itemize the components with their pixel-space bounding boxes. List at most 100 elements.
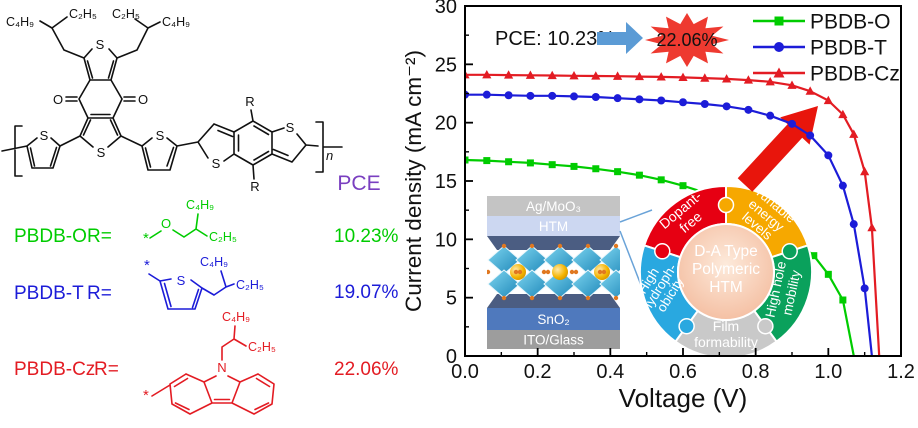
- polymer-name: PBDB-O: [14, 226, 87, 247]
- oxygen-label: O: [161, 216, 171, 231]
- pce-value: 19.07%: [334, 282, 399, 303]
- y-tick-label: 30: [435, 0, 457, 18]
- sulfur-label: S: [212, 156, 221, 171]
- ag-moo3-layer: [487, 196, 620, 216]
- htm-label: HTM: [539, 219, 568, 234]
- data-marker: [657, 96, 666, 105]
- data-marker: [526, 91, 535, 100]
- r-equals: R=: [87, 283, 112, 304]
- puzzle-tab: [717, 196, 735, 214]
- data-marker: [482, 70, 492, 79]
- data-marker: [570, 92, 578, 101]
- data-marker: [591, 93, 600, 101]
- data-marker: [548, 161, 556, 169]
- oxygen-label: O: [138, 92, 148, 107]
- legend-marker-PBDB-T: [774, 42, 784, 52]
- starburst-icon: [645, 13, 729, 67]
- halide-dot: [541, 269, 547, 275]
- alkyl-label: C₄H₉: [6, 15, 34, 29]
- halide-dot: [529, 295, 535, 301]
- data-marker: [505, 158, 513, 166]
- y-axis-label: Current density (mA cm⁻²): [401, 50, 426, 312]
- pbdb-cz-r-group-bonds: [151, 325, 275, 415]
- y-tick-label: 10: [435, 229, 457, 251]
- data-marker: [679, 98, 687, 107]
- sulfur-label: S: [286, 120, 295, 135]
- data-marker: [569, 70, 579, 80]
- data-marker: [839, 296, 847, 304]
- pce-column-header: PCE: [337, 172, 380, 195]
- x-tick-label: 0.4: [596, 361, 624, 383]
- sno2-label: SnO₂: [537, 312, 569, 327]
- data-marker: [483, 157, 491, 165]
- data-marker: [613, 94, 622, 103]
- data-marker: [849, 220, 858, 229]
- data-marker: [570, 162, 578, 170]
- pce-annotation: PCE: 10.23% 22.06%: [495, 13, 729, 67]
- polymer-structure-panel: C₄H₉ C₂H₅ C₂H₅ C₄H₉ S O O S S S S S R R …: [1, 7, 399, 415]
- halide-dot: [585, 243, 591, 249]
- legend-label-PBDB-O: PBDB-O: [810, 11, 891, 34]
- nitrogen-label: N: [217, 360, 226, 375]
- callout-line: [619, 209, 653, 223]
- halide-dot: [487, 269, 491, 275]
- halide-dot: [573, 269, 579, 275]
- ag-moo3-label: Ag/MoO₃: [526, 199, 581, 214]
- halide-dot: [517, 269, 523, 275]
- ito-glass-label: ITO/Glass: [523, 333, 584, 348]
- halide-dot: [529, 243, 535, 249]
- data-marker: [860, 166, 870, 176]
- data-marker: [591, 71, 601, 80]
- x-axis-label: Voltage (V): [619, 383, 748, 413]
- data-marker: [722, 74, 732, 83]
- pbdb-t-r-group-bonds: [148, 270, 235, 310]
- data-marker: [548, 91, 557, 100]
- alkyl-label: C₄H₉: [222, 310, 250, 324]
- pce-after-text: 22.06%: [656, 30, 717, 50]
- series-PBDB-T: [465, 90, 873, 356]
- halide-dot: [569, 269, 575, 275]
- alkyl-label: C₂H₅: [209, 230, 237, 244]
- data-marker: [634, 71, 644, 81]
- legend: PBDB-O PBDB-T PBDB-Cz: [753, 11, 900, 86]
- x-tick-label: 1.0: [814, 361, 842, 383]
- halide-dot: [557, 295, 563, 301]
- donut-segment-label: formability: [694, 334, 758, 350]
- alkyl-label: C₄H₉: [162, 15, 190, 29]
- alkyl-label: C₂H₅: [69, 7, 97, 21]
- data-marker: [765, 77, 775, 86]
- data-marker: [788, 119, 796, 128]
- data-marker: [806, 131, 815, 140]
- legend-label-PBDB-Cz: PBDB-Cz: [810, 63, 900, 86]
- data-marker: [744, 105, 753, 114]
- x-tick-label: 0.0: [451, 361, 479, 383]
- htm-layer: [487, 216, 620, 236]
- data-marker: [504, 91, 513, 100]
- alkyl-label: C₂H₅: [112, 7, 140, 21]
- legend-label-PBDB-T: PBDB-T: [810, 37, 887, 60]
- donut-segment-label: Film: [713, 318, 739, 334]
- sulfur-label: S: [156, 128, 165, 143]
- sulfur-label: S: [96, 37, 105, 52]
- y-tick-label: 15: [435, 171, 457, 193]
- attachment-star: *: [144, 257, 150, 274]
- puzzle-tab: [781, 243, 798, 260]
- sno2-layer: [487, 308, 620, 330]
- polymer-backbone-bonds: [1, 16, 343, 180]
- sulfur-label: S: [97, 145, 106, 160]
- alkyl-label: C₂H₅: [248, 340, 276, 354]
- series-line-PBDB-T: [465, 93, 873, 356]
- data-marker: [860, 284, 869, 293]
- y-tick-label: 25: [435, 54, 457, 76]
- data-marker: [504, 70, 514, 79]
- row-pbdb-o: PBDB-O R= * O C₄H₉ C₂H₅ 10.23%: [14, 198, 399, 247]
- halide-dot: [557, 243, 563, 249]
- r-equals: R=: [87, 226, 112, 247]
- data-marker: [678, 72, 688, 81]
- r-equals: R=: [94, 359, 119, 380]
- donut-center-label: Polymeric: [692, 261, 760, 278]
- halide-dot: [545, 269, 551, 275]
- data-marker: [656, 72, 666, 81]
- pce-value: 10.23%: [334, 226, 399, 247]
